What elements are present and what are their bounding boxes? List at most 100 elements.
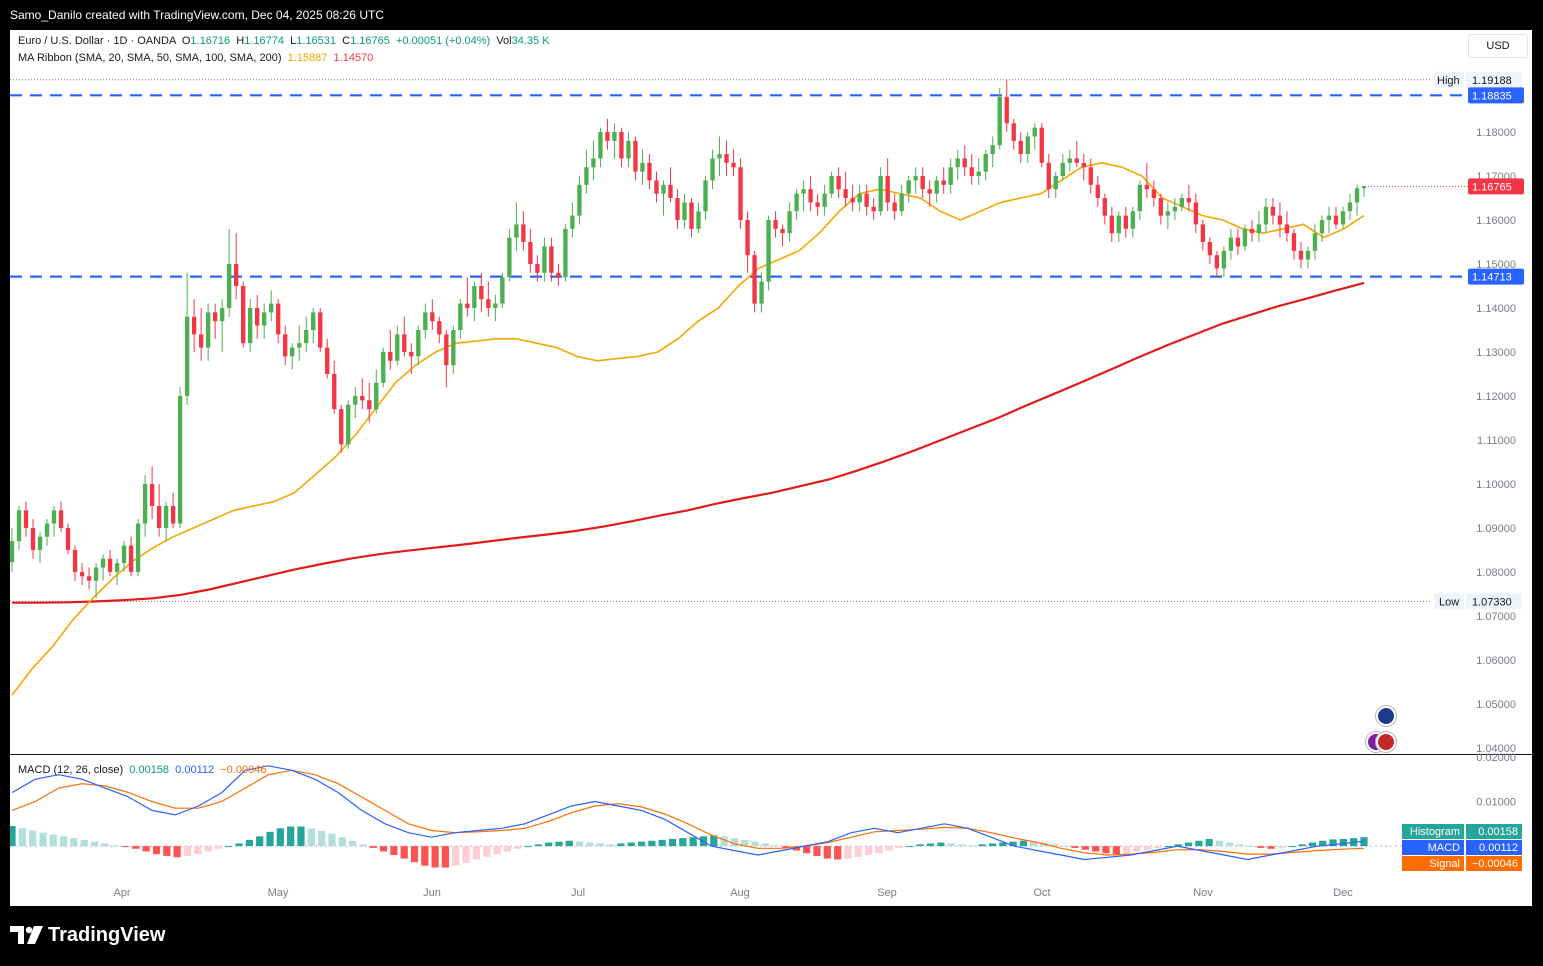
- candle-body: [871, 206, 876, 212]
- candle-body: [1046, 162, 1051, 190]
- low-value: 1.07330: [1472, 596, 1512, 608]
- macd-histogram-bar: [555, 841, 563, 847]
- macd-histogram-bar: [369, 846, 377, 848]
- macd-histogram-bar: [359, 844, 367, 847]
- ma-legend: MA Ribbon (SMA, 20, SMA, 50, SMA, 100, S…: [18, 52, 373, 64]
- candle-body: [1165, 211, 1171, 216]
- candle-body: [248, 307, 253, 344]
- candle-body: [114, 563, 120, 572]
- macd-histogram-bar: [204, 846, 212, 852]
- candle-body: [829, 176, 834, 194]
- candle-body: [934, 180, 939, 194]
- macd-histogram-bar: [514, 846, 522, 849]
- macd-histogram-bar: [1215, 840, 1224, 847]
- macd-histogram-bar: [957, 844, 966, 847]
- macd-histogram-bar: [1019, 840, 1028, 847]
- event-flags[interactable]: [1362, 702, 1412, 752]
- macd-histogram-bar: [1319, 840, 1327, 847]
- price-tick: 1.06000: [1476, 655, 1516, 667]
- chart-frame[interactable]: 1.190001.180001.170001.160001.150001.140…: [10, 30, 1532, 906]
- macd-title[interactable]: MACD (12, 26, close): [18, 764, 124, 776]
- macd-histogram-bar: [1061, 846, 1069, 848]
- macd-histogram-bar: [1092, 846, 1100, 852]
- macd-histogram-value: 0.00158: [1478, 826, 1518, 838]
- macd-histogram-bar: [875, 846, 883, 854]
- high-value-box: [1466, 71, 1522, 88]
- candle-body: [1263, 206, 1269, 225]
- macd-histogram-bar: [410, 846, 419, 863]
- macd-histogram-bar: [854, 846, 862, 857]
- macd-histogram-bar: [152, 846, 161, 855]
- macd-histogram-bar: [772, 845, 780, 847]
- macd-histogram-bar: [1184, 842, 1193, 847]
- change-value: +0.00051 (+0.04%): [396, 35, 491, 47]
- eu-flag-icon[interactable]: [1376, 706, 1396, 726]
- macd-histogram-bar: [576, 841, 584, 847]
- candle-body: [381, 351, 386, 383]
- macd-histogram-bar: [978, 844, 986, 847]
- ma-title[interactable]: MA Ribbon (SMA, 20, SMA, 50, SMA, 100, S…: [18, 52, 282, 64]
- candle-body: [633, 140, 638, 172]
- macd-histogram-bar: [493, 846, 501, 855]
- macd-histogram-bar: [452, 846, 460, 866]
- candle-body: [983, 154, 988, 172]
- macd-signal-label-box: [1402, 856, 1464, 871]
- candle-body: [156, 505, 162, 528]
- currency-button[interactable]: USD: [1468, 34, 1528, 58]
- vol-value: 34.35 K: [511, 35, 550, 47]
- candle-body: [1179, 198, 1185, 207]
- macd-macd-value-box: [1466, 840, 1522, 855]
- candle-body: [647, 162, 652, 181]
- candle-body: [885, 176, 890, 203]
- macd-histogram-bar: [741, 839, 749, 847]
- macd-histogram-bar: [1153, 846, 1162, 848]
- candle-body: [941, 180, 946, 185]
- candle-body: [255, 307, 260, 326]
- candle-body: [1277, 215, 1283, 225]
- candle-body: [717, 154, 722, 159]
- high-label-box: [1434, 71, 1464, 88]
- time-tick: Nov: [1193, 887, 1213, 899]
- support-label: 1.14713: [1472, 272, 1512, 284]
- price-tick: 1.16000: [1476, 215, 1516, 227]
- candle-body: [107, 558, 113, 572]
- chart-canvas[interactable]: 1.190001.180001.170001.160001.150001.140…: [10, 30, 1532, 906]
- macd-histogram-bar: [266, 831, 274, 847]
- sma20-line: [11, 161, 1365, 696]
- candle-body: [1067, 158, 1072, 163]
- candle-body: [584, 167, 589, 185]
- candle-body: [23, 510, 29, 528]
- macd-signal-value-box: [1466, 856, 1522, 871]
- time-tick: Apr: [113, 887, 130, 899]
- candle-body: [787, 211, 792, 234]
- time-tick: Jun: [423, 887, 441, 899]
- macd-histogram-bar: [720, 836, 728, 847]
- candle-body: [198, 334, 204, 348]
- candle-body: [794, 193, 799, 212]
- candle-body: [1319, 220, 1325, 234]
- candle-body: [1172, 206, 1178, 212]
- candle-body: [724, 154, 729, 163]
- candle-body: [990, 145, 995, 155]
- candle-body: [1340, 211, 1346, 225]
- symbol-name[interactable]: Euro / U.S. Dollar · 1D · OANDA: [18, 35, 176, 47]
- macd-histogram-bar: [803, 846, 811, 854]
- macd-histogram-bar: [668, 838, 677, 847]
- macd-histogram-bar: [988, 843, 997, 847]
- us-flag-icon[interactable]: [1376, 732, 1396, 752]
- macd-histogram-bar: [503, 846, 512, 852]
- candle-body: [549, 246, 554, 273]
- macd-histogram-bar: [1050, 844, 1058, 847]
- macd-histogram-bar: [689, 837, 697, 847]
- macd-histogram-bar: [111, 845, 119, 847]
- low-label: L: [290, 35, 297, 47]
- candle-body: [1228, 237, 1234, 251]
- candle-body: [591, 158, 596, 168]
- candle-body: [1242, 228, 1248, 247]
- candle-body: [682, 202, 687, 221]
- macd-histogram-bar: [121, 846, 130, 848]
- macd-histogram-bar: [225, 846, 233, 848]
- candle-body: [577, 184, 582, 216]
- candle-body: [570, 215, 575, 229]
- candle-body: [1095, 184, 1100, 199]
